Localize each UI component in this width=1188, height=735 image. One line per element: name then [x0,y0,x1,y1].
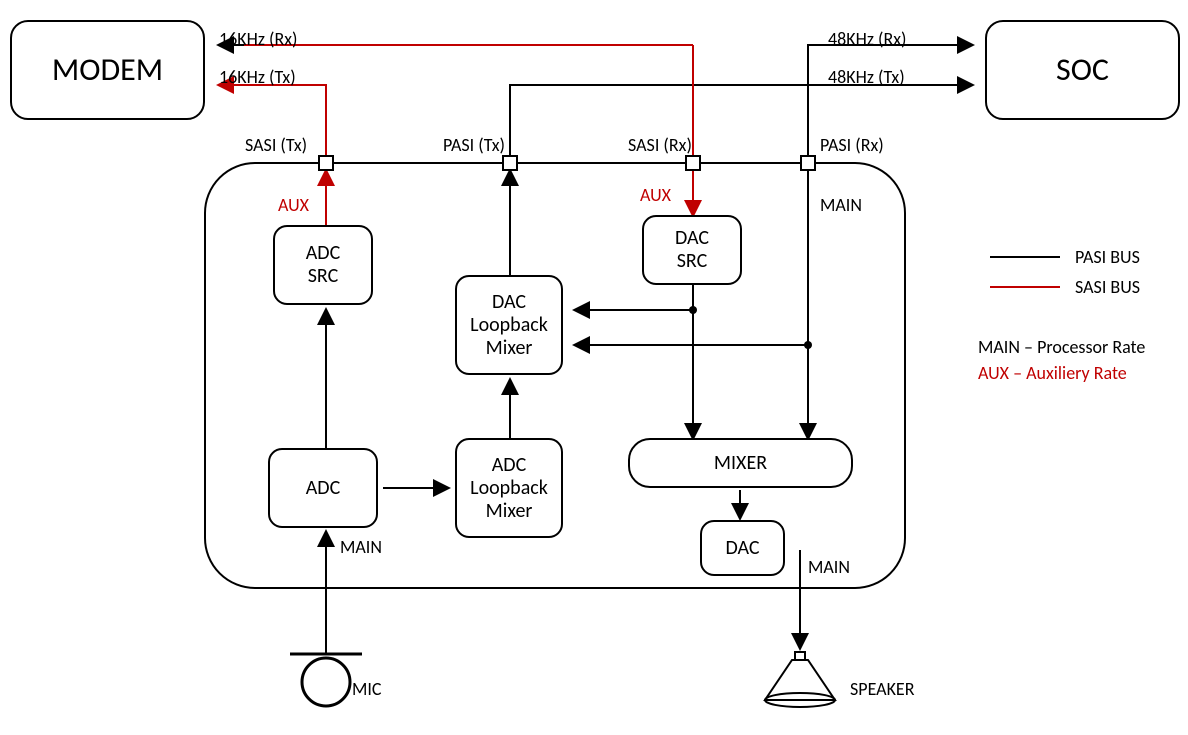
speaker-icon [765,652,835,707]
lbl-main-1: MAIN [820,194,862,216]
dac-src-block: DACSRC [642,215,742,285]
legend-sasi-text: SASI BUS [1075,276,1140,298]
adc-src-block: ADCSRC [273,225,373,305]
legend-sasi-line [990,286,1060,288]
dac-loopback-mixer-block: DACLoopbackMixer [455,275,563,375]
adc-loopback-mixer-block: ADCLoopbackMixer [455,438,563,538]
mixer-block: MIXER [628,438,853,488]
lbl-mic: MIC [352,678,382,700]
modem-block: MODEM [10,20,205,120]
pasi-rx-port [800,155,816,171]
dac-block: DAC [700,520,785,576]
diagram-stage: MODEM SOC ADCSRC ADC ADCLoopbackMixer DA… [0,0,1188,735]
lbl-aux-2: AUX [640,184,671,206]
soc-block: SOC [985,20,1180,120]
sasi-rx-port [685,155,701,171]
lbl-pasi-rx: PASI (Rx) [820,134,884,156]
lbl-16khz-rx: 16KHz (Rx) [219,28,297,50]
soc-label: SOC [1056,52,1109,89]
lbl-main-2: MAIN [340,536,382,558]
pasi-tx-port [502,155,518,171]
modem-label: MODEM [52,52,163,89]
lbl-48khz-tx: 48KHz (Tx) [828,66,905,88]
legend-main-rate: MAIN – Processor Rate [978,336,1145,358]
lbl-sasi-rx: SASI (Rx) [628,134,692,156]
lbl-aux-1: AUX [278,194,309,216]
legend-pasi-text: PASI BUS [1075,246,1140,268]
legend-aux-rate: AUX – Auxiliery Rate [978,362,1127,384]
lbl-48khz-rx: 48KHz (Rx) [828,28,906,50]
sasi-tx-port [318,155,334,171]
edge-soc_tx [510,85,972,155]
legend-pasi-line [990,256,1060,258]
lbl-main-3: MAIN [808,556,850,578]
lbl-sasi-tx: SASI (Tx) [245,134,307,156]
adc-block: ADC [268,448,378,528]
lbl-pasi-tx: PASI (Tx) [443,134,505,156]
lbl-speaker: SPEAKER [850,678,915,700]
lbl-16khz-tx: 16KHz (Tx) [219,66,296,88]
